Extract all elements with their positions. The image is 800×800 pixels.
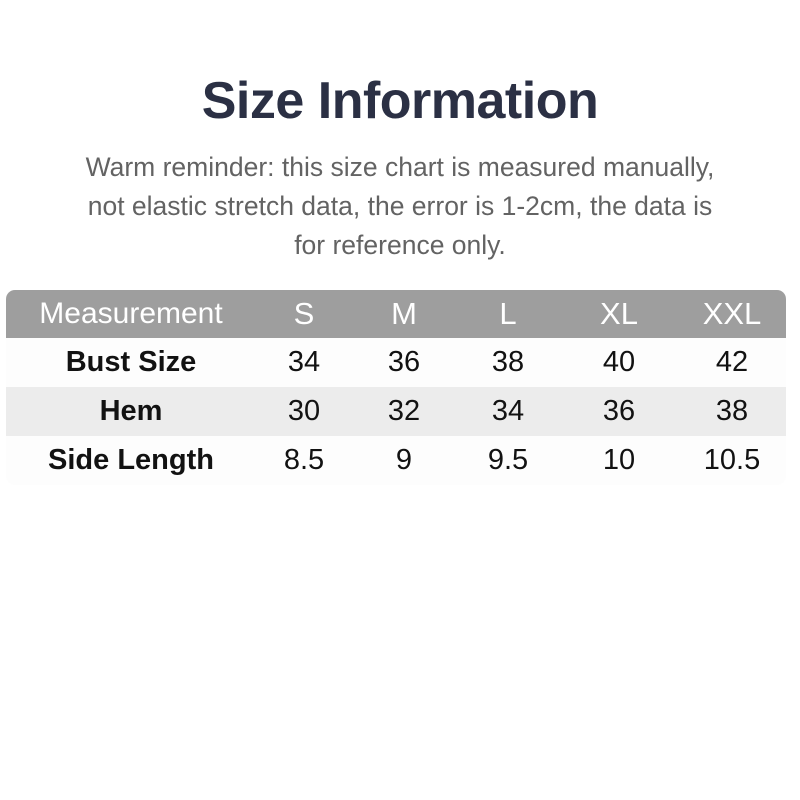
- column-header-m: M: [352, 290, 456, 338]
- column-header-l: L: [456, 290, 560, 338]
- cell-side-length-xxl: 10.5: [678, 436, 786, 485]
- column-header-s: S: [256, 290, 352, 338]
- cell-hem-m: 32: [352, 387, 456, 436]
- note-line-3: for reference only.: [294, 229, 506, 260]
- cell-side-length-l: 9.5: [456, 436, 560, 485]
- cell-bust-size-s: 34: [256, 338, 352, 387]
- table-header: Measurement S M L XL XXL: [6, 290, 786, 338]
- table-row: Bust Size 34 36 38 40 42: [6, 338, 786, 387]
- cell-side-length-xl: 10: [560, 436, 678, 485]
- column-header-xl: XL: [560, 290, 678, 338]
- note-line-2: not elastic stretch data, the error is 1…: [87, 190, 713, 221]
- table-header-row: Measurement S M L XL XXL: [6, 290, 786, 338]
- warm-reminder-note: Warm reminder: this size chart is measur…: [14, 148, 786, 265]
- row-label-bust-size: Bust Size: [6, 338, 256, 387]
- cell-bust-size-xxl: 42: [678, 338, 786, 387]
- table-row: Hem 30 32 34 36 38: [6, 387, 786, 436]
- row-label-hem: Hem: [6, 387, 256, 436]
- size-chart-table: Measurement S M L XL XXL Bust Size 34 36…: [6, 290, 786, 485]
- cell-hem-s: 30: [256, 387, 352, 436]
- row-label-side-length: Side Length: [6, 436, 256, 485]
- cell-bust-size-l: 38: [456, 338, 560, 387]
- column-header-measurement: Measurement: [6, 290, 256, 338]
- cell-side-length-m: 9: [352, 436, 456, 485]
- note-line-1: Warm reminder: this size chart is measur…: [85, 152, 715, 182]
- cell-hem-l: 34: [456, 387, 560, 436]
- table-row: Side Length 8.5 9 9.5 10 10.5: [6, 436, 786, 485]
- cell-side-length-s: 8.5: [256, 436, 352, 485]
- cell-hem-xl: 36: [560, 387, 678, 436]
- table-body: Bust Size 34 36 38 40 42 Hem 30 32 34 36…: [6, 338, 786, 485]
- cell-hem-xxl: 38: [678, 387, 786, 436]
- page-title: Size Information: [201, 72, 599, 130]
- cell-bust-size-m: 36: [352, 338, 456, 387]
- column-header-xxl: XXL: [678, 290, 786, 338]
- cell-bust-size-xl: 40: [560, 338, 678, 387]
